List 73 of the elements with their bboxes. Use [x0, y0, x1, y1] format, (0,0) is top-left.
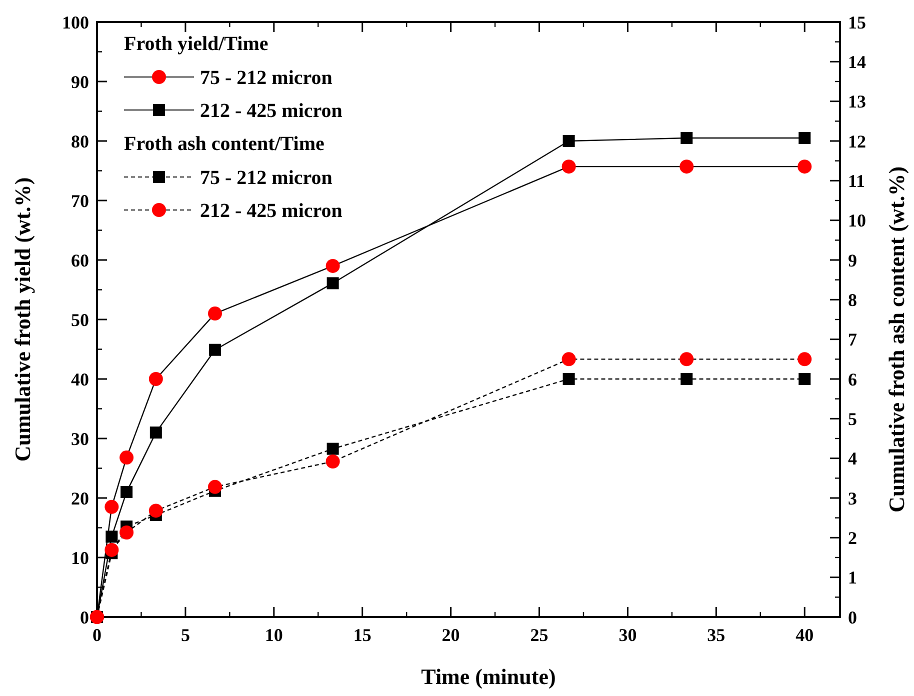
legend-label: 212 - 425 micron	[200, 200, 342, 222]
point	[562, 135, 575, 147]
point	[208, 306, 222, 321]
y-tick-label: 50	[71, 310, 89, 330]
point	[562, 373, 575, 385]
y-tick-label: 10	[71, 548, 89, 568]
point	[326, 258, 340, 273]
legend-label: 75 - 212 micron	[200, 167, 332, 189]
point	[680, 160, 694, 174]
point	[326, 442, 339, 455]
y2-tick-label: 12	[848, 131, 866, 152]
point	[148, 504, 163, 518]
y2-tick-label: 8	[848, 290, 857, 310]
x-tick-label: 30	[618, 625, 637, 645]
x-tick-label: 25	[530, 625, 548, 645]
y-tick-label: 80	[71, 131, 89, 152]
point	[120, 526, 134, 540]
x-axis-title: Time (minute)	[421, 664, 556, 689]
point	[562, 352, 576, 366]
point	[562, 160, 576, 174]
y2-tick-label: 4	[848, 448, 857, 469]
y2-tick-label: 6	[848, 369, 857, 390]
point	[326, 454, 340, 469]
point	[120, 486, 133, 498]
point	[148, 372, 163, 386]
legend-label: 75 - 212 micron	[200, 67, 332, 89]
point	[106, 530, 118, 543]
annotation: Froth ash content/Time	[124, 133, 324, 155]
point	[798, 160, 812, 174]
y2-tick-label: 0	[848, 607, 857, 628]
point	[104, 542, 119, 557]
y2-tick-label: 10	[848, 210, 866, 231]
point	[798, 373, 811, 385]
point	[680, 352, 694, 366]
y2-tick-label: 9	[848, 250, 857, 270]
x-tick-label: 40	[796, 625, 814, 645]
y-tick-label: 100	[62, 12, 89, 32]
point	[208, 344, 221, 356]
y-tick-label: 60	[71, 250, 89, 270]
y2-tick-label: 11	[848, 170, 866, 191]
point	[680, 132, 693, 144]
legend-title: Froth yield/Time	[124, 33, 268, 55]
x-tick-label: 15	[353, 625, 372, 645]
point	[798, 132, 811, 144]
point	[150, 426, 162, 439]
x-tick-label: 5	[180, 625, 190, 645]
legend-label: 212 - 425 micron	[200, 100, 342, 122]
x-tick-label: 0	[92, 625, 102, 645]
y-tick-label: 30	[71, 428, 89, 449]
y2-tick-label: 13	[848, 92, 866, 112]
y-tick-label: 40	[71, 369, 89, 390]
y-tick-label: 70	[71, 190, 89, 211]
point	[326, 277, 339, 290]
x-tick-label: 10	[264, 625, 283, 645]
y2-tick-label: 1	[848, 568, 857, 588]
point	[104, 500, 119, 514]
y-axis-title: Cumulative froth yield (wt.%)	[10, 177, 35, 462]
y2-axis-title: Cumulative froth ash content (wt.%)	[884, 166, 909, 513]
y-tick-label: 20	[71, 488, 89, 508]
x-tick-label: 20	[442, 625, 460, 645]
point	[798, 352, 812, 366]
y-tick-label: 90	[71, 72, 89, 92]
y2-tick-label: 7	[848, 330, 857, 350]
y2-tick-label: 2	[848, 528, 857, 548]
y2-tick-label: 5	[848, 408, 857, 429]
y2-tick-label: 3	[848, 488, 857, 508]
y-tick-label: 0	[80, 607, 89, 628]
point	[208, 480, 222, 494]
x-tick-label: 35	[707, 625, 726, 645]
y2-tick-label: 15	[848, 12, 866, 32]
y2-tick-label: 14	[848, 52, 866, 72]
point	[120, 450, 134, 465]
point	[680, 373, 693, 385]
